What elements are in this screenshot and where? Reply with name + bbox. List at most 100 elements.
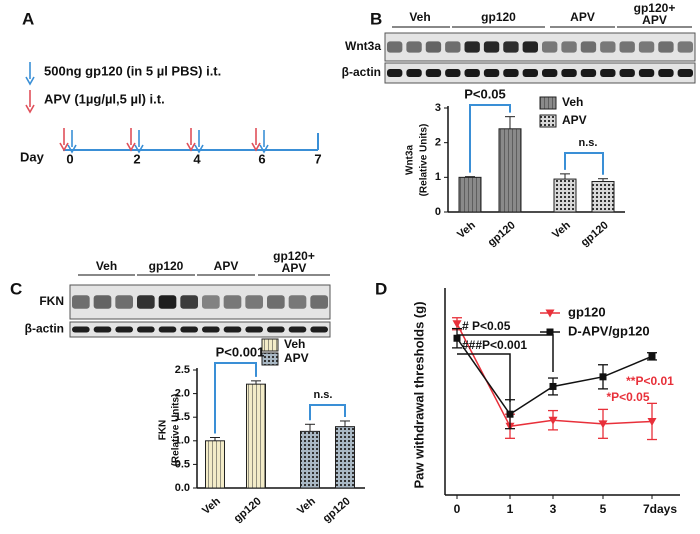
blot-row-label: FKN [39,294,64,308]
blot-band [245,326,263,333]
x-tick-label: Veh [550,219,573,241]
blot-band [223,326,242,333]
blot-band [425,41,442,53]
arrow-head [186,142,196,152]
blot-band [677,41,693,53]
blot-group-label: Veh [409,10,430,24]
blot-group-label: APV [282,261,307,275]
blot-band [658,69,674,77]
x-tick-label: Veh [200,495,223,517]
blot-band [638,41,655,53]
blot-band [464,41,480,53]
arrow-head [259,144,269,154]
y-tick-label: 0 [435,206,441,218]
annotation: P<0.001 [216,344,265,359]
blot-band [115,295,133,309]
blot-band [267,326,285,333]
x-tick-label: 0 [454,502,461,516]
marker [598,420,608,429]
blot-band [542,41,558,53]
blot-band [387,41,403,53]
blot-row-label: β-actin [25,322,64,336]
y-tick-label: 2.0 [175,388,190,400]
legend-swatch [261,352,279,366]
day-label: 2 [133,151,140,166]
blot-strip [384,62,696,84]
blot-group-label: gp120 [481,10,516,24]
annotation: P<0.05 [464,86,506,101]
arrow-head [194,144,204,154]
arrow-head [25,104,35,114]
blot-band [180,326,198,333]
blot-band [580,69,597,77]
y-axis-label: FKN [158,420,169,441]
day-label: 7 [314,151,321,166]
blot-band [387,69,403,77]
blot-band [464,69,480,77]
marker [545,309,555,318]
x-tick-label: Veh [295,495,318,517]
arrow-head [59,142,69,152]
blot-band [288,295,307,309]
blot-band [310,326,328,333]
marker [549,382,557,390]
day-label: 4 [193,151,201,166]
legend-label: Veh [562,95,583,109]
y-axis-label: Wnt3a [405,145,416,175]
significance-bracket [457,334,554,372]
blot-band [619,41,635,53]
significance-bracket [469,104,511,173]
bar [246,383,266,489]
x-tick-label: 7days [643,502,677,516]
legend-label: D-APV/gp120 [568,323,650,338]
y-tick-label: 0.5 [175,458,190,470]
blot-band [245,295,263,309]
blot-band [658,41,674,53]
legend-label: APV [562,113,587,127]
blot-group-label: APV [570,10,595,24]
legend-swatch [261,338,279,352]
arrow-head [67,144,77,154]
marker [548,416,558,425]
blot-band [93,295,112,309]
marker [546,328,554,336]
blot-band [677,69,693,77]
arrow-head [25,76,35,86]
y-axis-label: (Relative Units) [171,394,182,467]
panel-label: D [375,279,387,298]
marker [506,410,514,418]
legend-text: APV (1µg/µl,5 µl) i.t. [44,91,165,106]
significance-bracket [564,152,604,175]
marker [647,417,657,426]
legend-label: gp120 [568,304,606,319]
blot-band [406,41,422,53]
blot-group-label: gp120 [149,259,184,273]
blot-band [503,69,519,77]
annotation: **P<0.01 [626,374,674,388]
legend-label: APV [284,351,309,365]
blot-row-label: Wnt3a [345,39,381,53]
annotation: n.s. [579,137,598,149]
blot-band [72,326,90,333]
blot-band [158,295,177,309]
bar [498,128,522,213]
blot-band [202,326,220,333]
annotation: n.s. [314,389,333,401]
x-tick-label: gp120 [232,495,264,525]
day-label: 6 [258,151,265,166]
y-tick-label: 2.5 [175,364,190,376]
blot-band [561,69,577,77]
blot-band [542,69,558,77]
legend-swatch [539,114,557,128]
blot-band [522,69,538,77]
x-tick-label: gp120 [321,495,353,525]
blot-band [223,295,242,309]
blot-band [406,69,422,77]
blot-group-label: APV [214,259,239,273]
bar [205,440,225,489]
y-axis-label: Paw withdrawal thresholds (g) [411,301,426,488]
panel-label: C [10,279,22,298]
y-tick-label: 1 [435,171,441,183]
blot-band [638,69,655,77]
